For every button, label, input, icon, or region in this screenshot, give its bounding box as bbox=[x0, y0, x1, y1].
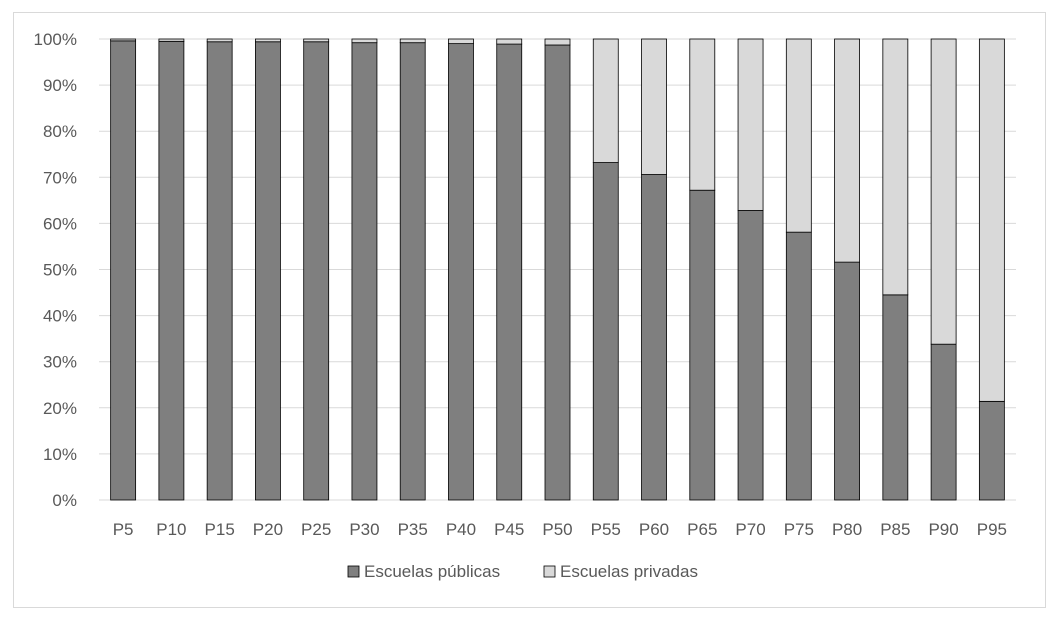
chart-frame: 0% 10% 20% 30% 40% 50% 60% 70% 80% 90% 100% P5 P10 P… bbox=[13, 12, 1046, 608]
y-tick-label: 80% bbox=[43, 122, 77, 141]
y-tick-label: 50% bbox=[43, 261, 77, 280]
x-tick-label: P10 bbox=[156, 520, 186, 539]
x-tick-label: P35 bbox=[398, 520, 428, 539]
bar-publicas-p50 bbox=[544, 44, 571, 501]
legend-swatch-publicas bbox=[347, 565, 360, 578]
bar-publicas-p25 bbox=[303, 41, 330, 501]
bar-privadas-p75 bbox=[785, 38, 812, 233]
bar-publicas-p40 bbox=[448, 43, 474, 501]
legend-label-publicas: Escuelas públicas bbox=[364, 562, 500, 581]
y-axis-tick-labels: 0% 10% 20% 30% 40% 50% 60% 70% 80% 90% 100% bbox=[34, 30, 77, 510]
bar-publicas-p95 bbox=[978, 400, 1005, 501]
bar-privadas-p10 bbox=[158, 38, 185, 42]
bar-privadas-p45 bbox=[496, 38, 523, 45]
bar-publicas-p30 bbox=[351, 42, 378, 501]
x-tick-label: P80 bbox=[832, 520, 862, 539]
bar-publicas-p80 bbox=[834, 261, 860, 501]
bar-privadas-p20 bbox=[255, 38, 281, 43]
x-tick-label: P75 bbox=[784, 520, 814, 539]
x-tick-label: P25 bbox=[301, 520, 331, 539]
bar-privadas-p50 bbox=[544, 38, 571, 46]
legend-swatch-privadas bbox=[543, 565, 556, 578]
x-axis-tick-labels: P5 P10 P15 P20 P25 P30 P35 P40 P45 P50 P55 P60 P65 P7… bbox=[113, 520, 1007, 539]
x-tick-label: P85 bbox=[880, 520, 910, 539]
bar-publicas-p15 bbox=[206, 41, 233, 501]
bar-privadas-p65 bbox=[689, 38, 716, 191]
bar-privadas-p40 bbox=[448, 38, 474, 45]
x-tick-label: P45 bbox=[494, 520, 524, 539]
bar-privadas-p15 bbox=[206, 38, 233, 43]
legend-label-privadas: Escuelas privadas bbox=[560, 562, 698, 581]
y-tick-label: 30% bbox=[43, 353, 77, 372]
bar-publicas-p35 bbox=[399, 42, 426, 501]
x-tick-label: P95 bbox=[977, 520, 1007, 539]
bar-publicas-p60 bbox=[641, 174, 667, 501]
x-tick-label: P40 bbox=[446, 520, 476, 539]
bar-privadas-p85 bbox=[882, 38, 909, 296]
stacked-bar-chart: 0%10%20%30%40%50%60%70%80%90%100% P5 P10 P… bbox=[34, 30, 1016, 581]
y-tick-label: 90% bbox=[43, 76, 77, 95]
bar-publicas-p90 bbox=[930, 343, 957, 501]
bar-publicas-p45 bbox=[496, 43, 523, 501]
bar-publicas-p55 bbox=[592, 162, 619, 501]
bar-privadas-p30 bbox=[351, 38, 378, 44]
x-tick-label: P90 bbox=[928, 520, 958, 539]
bar-publicas-p10 bbox=[158, 40, 185, 501]
bar-privadas-p55 bbox=[592, 38, 619, 163]
bar-privadas-p95 bbox=[978, 38, 1005, 402]
y-tick-label: 100% bbox=[34, 30, 77, 49]
bar-privadas-p60 bbox=[641, 38, 667, 175]
y-tick-label: 70% bbox=[43, 168, 77, 187]
bar-privadas-p35 bbox=[399, 38, 426, 44]
x-tick-label: P30 bbox=[349, 520, 379, 539]
x-tick-label: P15 bbox=[205, 520, 235, 539]
y-tick-label: 60% bbox=[43, 214, 77, 233]
x-tick-label: P65 bbox=[687, 520, 717, 539]
bar-publicas-p75 bbox=[785, 231, 812, 501]
bar-publicas-p65 bbox=[689, 189, 716, 501]
x-tick-label: P70 bbox=[735, 520, 765, 539]
y-tick-label: 40% bbox=[43, 307, 77, 326]
y-tick-label: 10% bbox=[43, 445, 77, 464]
bar-privadas-p70 bbox=[737, 38, 764, 211]
bar-publicas-p85 bbox=[882, 294, 909, 501]
bar-publicas-p20 bbox=[255, 41, 281, 501]
y-tick-label: 0% bbox=[52, 491, 77, 510]
x-tick-label: P5 bbox=[113, 520, 134, 539]
bar-privadas-p25 bbox=[303, 38, 330, 43]
x-tick-label: P20 bbox=[253, 520, 283, 539]
y-tick-label: 20% bbox=[43, 399, 77, 418]
x-tick-label: P60 bbox=[639, 520, 669, 539]
bar-publicas-p5 bbox=[110, 40, 137, 501]
bar-privadas-p80 bbox=[834, 38, 860, 263]
bar-privadas-p90 bbox=[930, 38, 957, 345]
legend: Escuelas públicas Escuelas privadas bbox=[347, 562, 698, 581]
bar-publicas-p70 bbox=[737, 210, 764, 501]
bars bbox=[110, 38, 1005, 501]
bar-privadas-p5 bbox=[110, 38, 137, 42]
x-tick-label: P50 bbox=[542, 520, 572, 539]
x-tick-label: P55 bbox=[591, 520, 621, 539]
